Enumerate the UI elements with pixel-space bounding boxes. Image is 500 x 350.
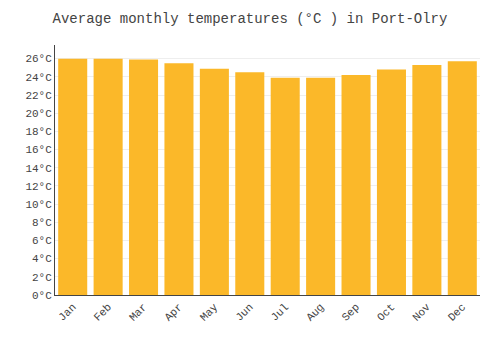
svg-text:Aug: Aug [304, 301, 326, 323]
svg-text:Feb: Feb [92, 301, 114, 323]
svg-text:Average monthly temperatures (: Average monthly temperatures (°C ) in Po… [53, 11, 448, 27]
svg-text:Jul: Jul [269, 301, 291, 323]
svg-text:Jun: Jun [233, 301, 255, 323]
svg-text:24°C: 24°C [25, 72, 52, 84]
svg-text:20°C: 20°C [25, 108, 52, 120]
svg-text:Oct: Oct [375, 301, 397, 323]
svg-text:18°C: 18°C [25, 126, 52, 138]
svg-text:2°C: 2°C [32, 272, 52, 284]
svg-text:16°C: 16°C [25, 144, 52, 156]
svg-text:Dec: Dec [446, 301, 468, 323]
svg-text:10°C: 10°C [25, 199, 52, 211]
svg-text:6°C: 6°C [32, 235, 52, 247]
svg-text:22°C: 22°C [25, 90, 52, 102]
svg-text:26°C: 26°C [25, 53, 52, 65]
svg-text:Sep: Sep [340, 301, 362, 323]
svg-text:Jan: Jan [56, 301, 78, 323]
svg-text:Mar: Mar [127, 301, 149, 323]
svg-text:4°C: 4°C [32, 253, 52, 265]
svg-text:Apr: Apr [162, 301, 184, 323]
svg-text:Nov: Nov [410, 301, 433, 324]
svg-text:14°C: 14°C [25, 163, 52, 175]
svg-text:8°C: 8°C [32, 217, 52, 229]
svg-text:12°C: 12°C [25, 181, 52, 193]
svg-text:0°C: 0°C [32, 290, 52, 302]
svg-text:May: May [198, 301, 221, 324]
